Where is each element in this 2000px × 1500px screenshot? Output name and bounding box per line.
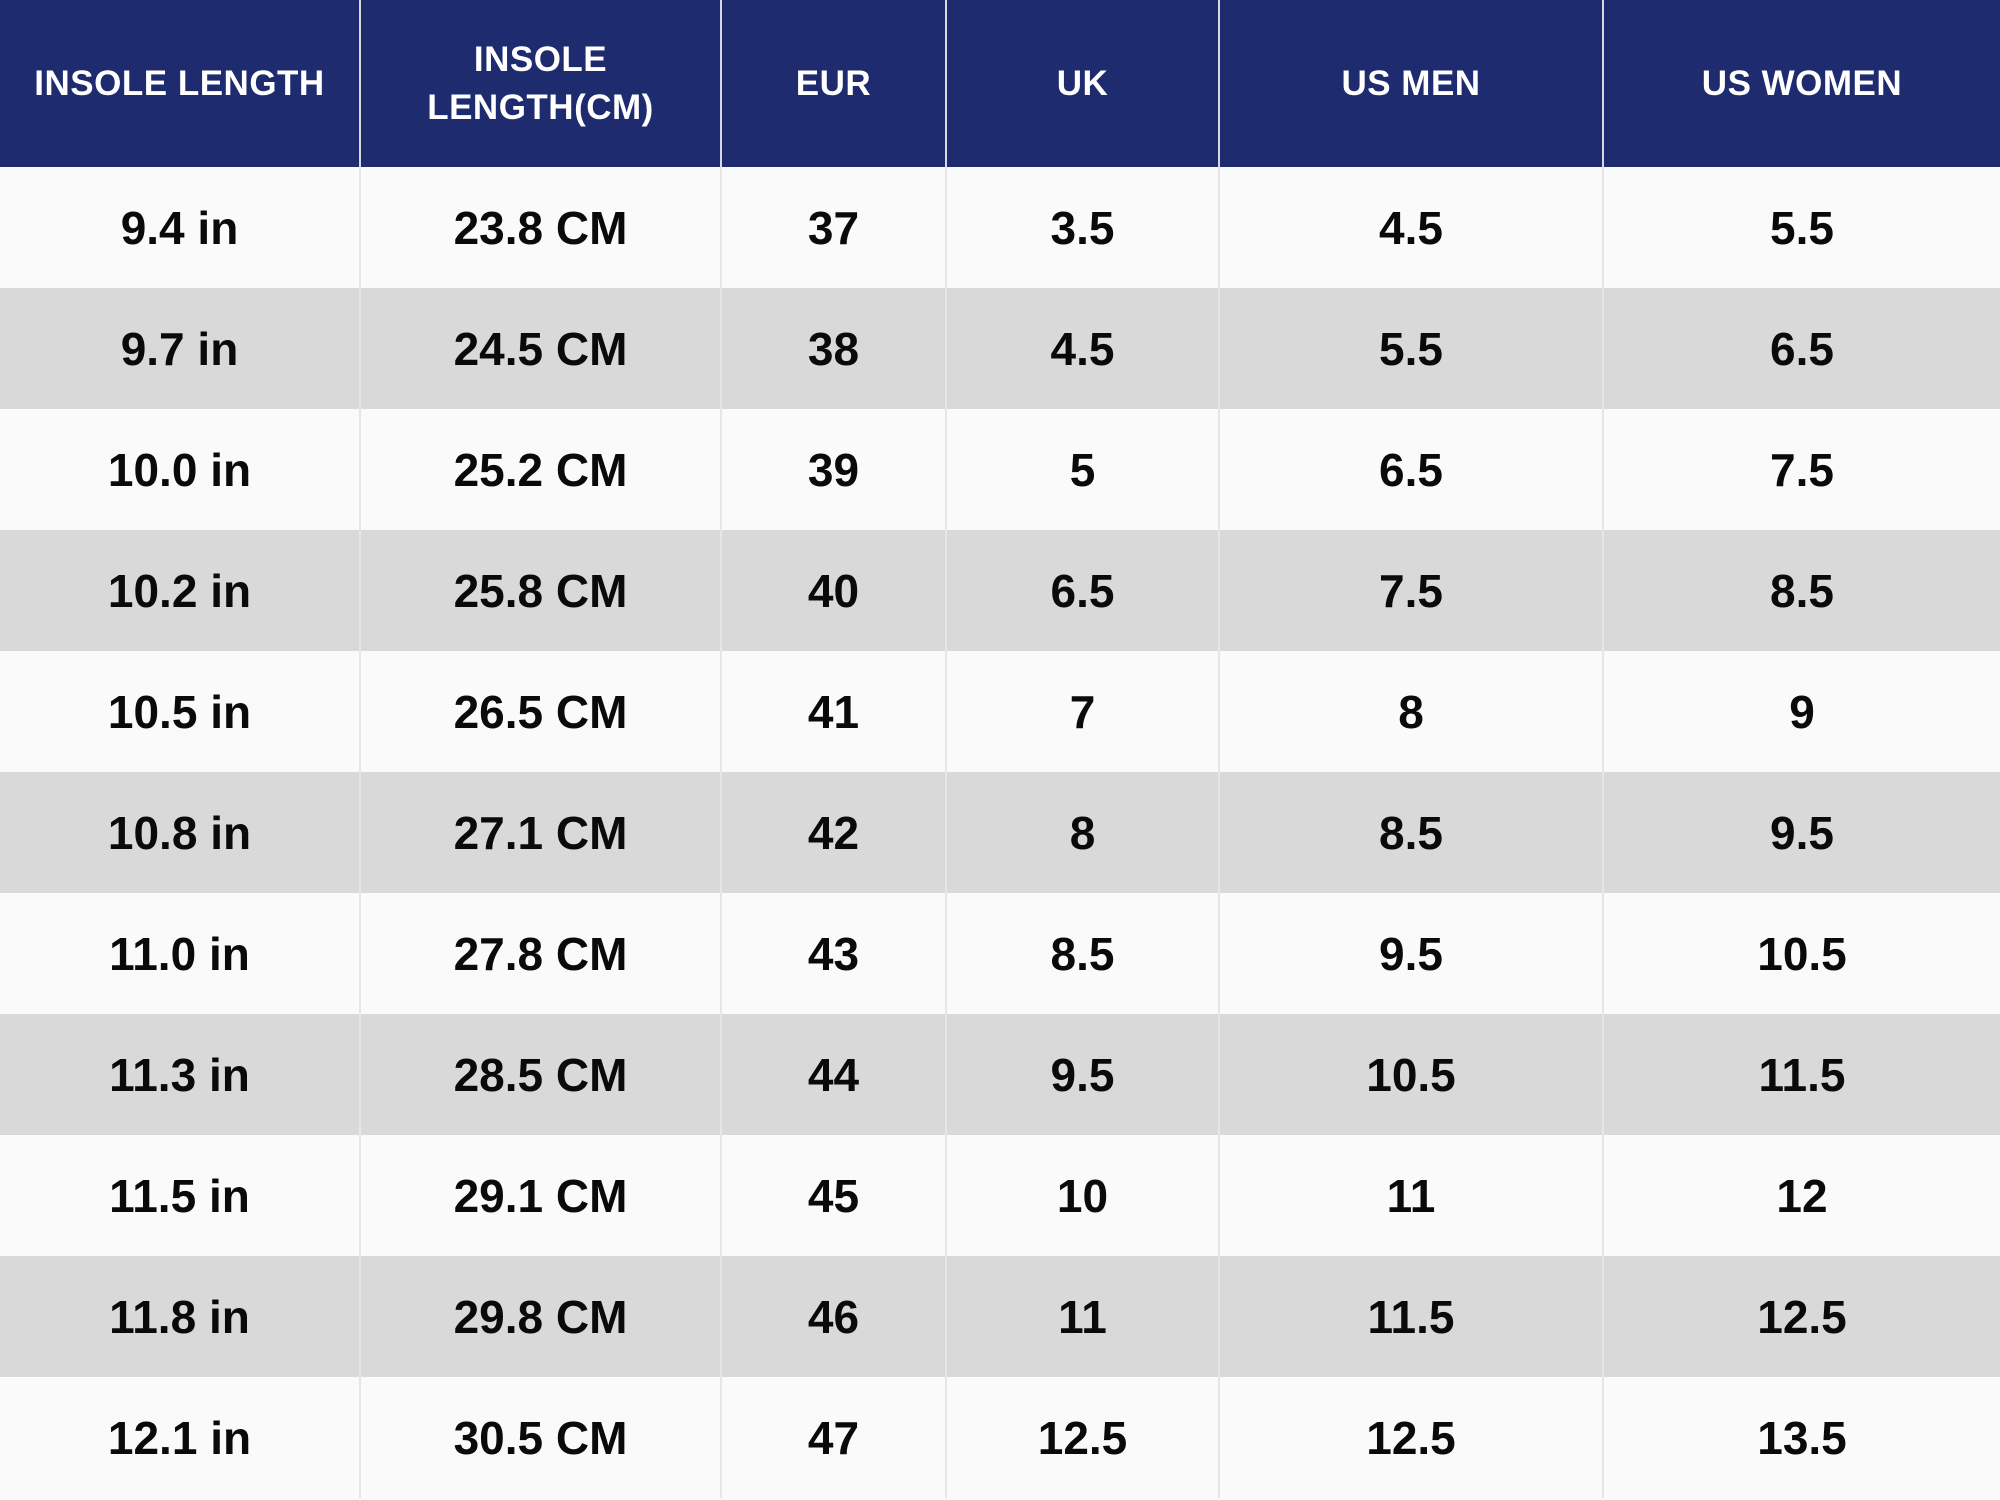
insole-length-cm-cell: 29.8 CM xyxy=(359,1256,721,1377)
header-us-women: US WOMEN xyxy=(1602,0,2000,167)
header-row: INSOLE LENGTH INSOLE LENGTH(CM) EUR UK U… xyxy=(0,0,2000,167)
insole-length-cell: 11.0 in xyxy=(0,893,360,1014)
table-row: 11.8 in 29.8 CM 46 11 11.5 12.5 xyxy=(0,1256,2000,1377)
us-women-cell: 12 xyxy=(1602,1135,2000,1256)
insole-length-cell: 11.5 in xyxy=(0,1135,360,1256)
us-men-cell: 9.5 xyxy=(1218,893,1603,1014)
table-row: 10.5 in 26.5 CM 41 7 8 9 xyxy=(0,651,2000,772)
table-row: 10.8 in 27.1 CM 42 8 8.5 9.5 xyxy=(0,772,2000,893)
us-women-cell: 7.5 xyxy=(1602,409,2000,530)
us-women-cell: 11.5 xyxy=(1602,1014,2000,1135)
us-men-cell: 7.5 xyxy=(1218,530,1603,651)
uk-cell: 11 xyxy=(945,1256,1219,1377)
table-row: 9.7 in 24.5 CM 38 4.5 5.5 6.5 xyxy=(0,288,2000,409)
us-women-cell: 6.5 xyxy=(1602,288,2000,409)
eur-cell: 40 xyxy=(720,530,946,651)
insole-length-cm-cell: 24.5 CM xyxy=(359,288,721,409)
uk-cell: 8.5 xyxy=(945,893,1219,1014)
insole-length-cell: 9.7 in xyxy=(0,288,360,409)
us-women-cell: 12.5 xyxy=(1602,1256,2000,1377)
us-men-cell: 4.5 xyxy=(1218,167,1603,288)
us-men-cell: 10.5 xyxy=(1218,1014,1603,1135)
insole-length-cm-cell: 25.8 CM xyxy=(359,530,721,651)
us-women-cell: 10.5 xyxy=(1602,893,2000,1014)
us-women-cell: 9 xyxy=(1602,651,2000,772)
us-women-cell: 13.5 xyxy=(1602,1377,2000,1498)
header-eur: EUR xyxy=(720,0,946,167)
insole-length-cell: 12.1 in xyxy=(0,1377,360,1498)
uk-cell: 12.5 xyxy=(945,1377,1219,1498)
uk-cell: 3.5 xyxy=(945,167,1219,288)
table-row: 10.2 in 25.8 CM 40 6.5 7.5 8.5 xyxy=(0,530,2000,651)
insole-length-cm-cell: 28.5 CM xyxy=(359,1014,721,1135)
table-row: 10.0 in 25.2 CM 39 5 6.5 7.5 xyxy=(0,409,2000,530)
insole-length-cell: 10.5 in xyxy=(0,651,360,772)
eur-cell: 47 xyxy=(720,1377,946,1498)
insole-length-cm-cell: 23.8 CM xyxy=(359,167,721,288)
eur-cell: 46 xyxy=(720,1256,946,1377)
header-insole-length: INSOLE LENGTH xyxy=(0,0,360,167)
eur-cell: 43 xyxy=(720,893,946,1014)
table-row: 9.4 in 23.8 CM 37 3.5 4.5 5.5 xyxy=(0,167,2000,288)
us-men-cell: 8 xyxy=(1218,651,1603,772)
header-insole-length-cm: INSOLE LENGTH(CM) xyxy=(359,0,721,167)
uk-cell: 10 xyxy=(945,1135,1219,1256)
us-women-cell: 5.5 xyxy=(1602,167,2000,288)
eur-cell: 37 xyxy=(720,167,946,288)
uk-cell: 8 xyxy=(945,772,1219,893)
eur-cell: 38 xyxy=(720,288,946,409)
insole-length-cm-cell: 27.1 CM xyxy=(359,772,721,893)
eur-cell: 39 xyxy=(720,409,946,530)
us-men-cell: 5.5 xyxy=(1218,288,1603,409)
insole-length-cell: 10.8 in xyxy=(0,772,360,893)
header-uk: UK xyxy=(945,0,1219,167)
insole-length-cell: 11.8 in xyxy=(0,1256,360,1377)
uk-cell: 6.5 xyxy=(945,530,1219,651)
uk-cell: 9.5 xyxy=(945,1014,1219,1135)
insole-length-cell: 11.3 in xyxy=(0,1014,360,1135)
table-row: 11.5 in 29.1 CM 45 10 11 12 xyxy=(0,1135,2000,1256)
insole-length-cm-cell: 25.2 CM xyxy=(359,409,721,530)
insole-length-cm-cell: 29.1 CM xyxy=(359,1135,721,1256)
eur-cell: 45 xyxy=(720,1135,946,1256)
eur-cell: 41 xyxy=(720,651,946,772)
header-us-men: US MEN xyxy=(1218,0,1603,167)
eur-cell: 44 xyxy=(720,1014,946,1135)
table-row: 11.0 in 27.8 CM 43 8.5 9.5 10.5 xyxy=(0,893,2000,1014)
insole-length-cm-cell: 30.5 CM xyxy=(359,1377,721,1498)
uk-cell: 7 xyxy=(945,651,1219,772)
us-men-cell: 6.5 xyxy=(1218,409,1603,530)
us-men-cell: 11 xyxy=(1218,1135,1603,1256)
uk-cell: 5 xyxy=(945,409,1219,530)
uk-cell: 4.5 xyxy=(945,288,1219,409)
us-men-cell: 8.5 xyxy=(1218,772,1603,893)
insole-length-cell: 10.2 in xyxy=(0,530,360,651)
us-women-cell: 9.5 xyxy=(1602,772,2000,893)
table-row: 12.1 in 30.5 CM 47 12.5 12.5 13.5 xyxy=(0,1377,2000,1498)
insole-length-cell: 9.4 in xyxy=(0,167,360,288)
us-men-cell: 11.5 xyxy=(1218,1256,1603,1377)
insole-length-cm-cell: 27.8 CM xyxy=(359,893,721,1014)
table-row: 11.3 in 28.5 CM 44 9.5 10.5 11.5 xyxy=(0,1014,2000,1135)
eur-cell: 42 xyxy=(720,772,946,893)
us-women-cell: 8.5 xyxy=(1602,530,2000,651)
us-men-cell: 12.5 xyxy=(1218,1377,1603,1498)
insole-length-cm-cell: 26.5 CM xyxy=(359,651,721,772)
insole-length-cell: 10.0 in xyxy=(0,409,360,530)
